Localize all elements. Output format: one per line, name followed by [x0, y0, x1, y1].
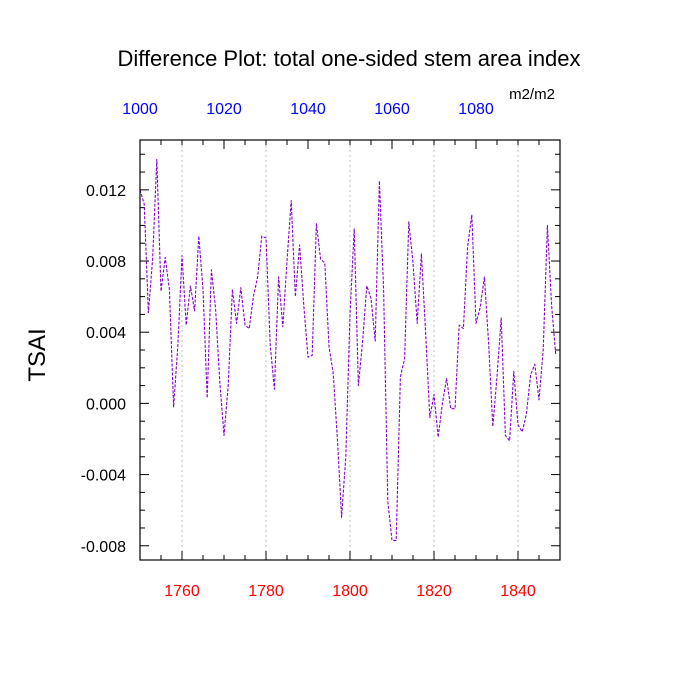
y-tick-label: -0.004	[81, 468, 126, 485]
x-top-tick-label: 1060	[374, 101, 410, 118]
y-tick-label: -0.008	[81, 539, 126, 556]
series-line	[139, 159, 557, 541]
chart-title: Difference Plot: total one-sided stem ar…	[117, 46, 580, 71]
y-tick-label: 0.004	[86, 325, 126, 342]
x-bottom-tick-label: 1800	[332, 583, 368, 600]
y-axis-label: TSAI	[24, 328, 51, 381]
series-layer	[139, 159, 557, 541]
x-bottom-tick-label: 1840	[500, 583, 536, 600]
y-tick-label: 0.000	[86, 396, 126, 413]
y-tick-label: 0.012	[86, 183, 126, 200]
x-top-tick-label: 1080	[458, 101, 494, 118]
x-top-tick-label: 1000	[122, 101, 158, 118]
gridlines	[181, 140, 519, 560]
x-bottom-tick-label: 1760	[164, 583, 200, 600]
x-top-tick-label: 1020	[206, 101, 242, 118]
y-tick-label: 0.008	[86, 254, 126, 271]
units-label: m2/m2	[509, 86, 555, 103]
x-bottom-tick-label: 1780	[248, 583, 284, 600]
plot-frame	[139, 139, 561, 561]
tick-labels: -0.008 -0.004 0.000 0.004 0.008 0.012 1760 1780…	[81, 101, 536, 600]
x-top-tick-label: 1040	[290, 101, 326, 118]
axis-ticks	[139, 140, 561, 560]
x-bottom-tick-label: 1820	[416, 583, 452, 600]
